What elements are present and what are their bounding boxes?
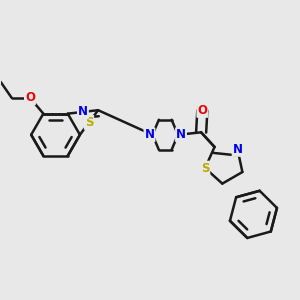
Text: O: O	[197, 104, 207, 117]
Text: O: O	[25, 91, 35, 104]
Text: S: S	[201, 162, 209, 175]
Text: N: N	[78, 105, 88, 119]
Text: N: N	[232, 143, 243, 156]
Text: N: N	[176, 128, 186, 141]
Text: N: N	[145, 128, 154, 141]
Text: S: S	[85, 116, 93, 129]
